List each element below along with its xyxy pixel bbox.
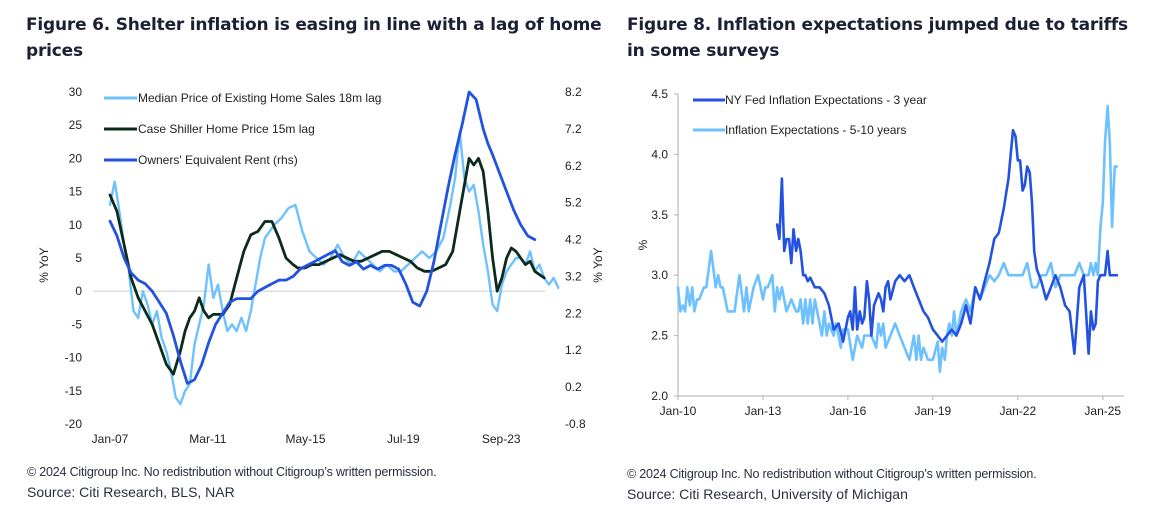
x-tick-label: Jan-25: [1084, 404, 1121, 418]
y-tick-label: 25: [69, 118, 83, 132]
x-tick-label: Jan-22: [999, 404, 1036, 418]
y2-tick-label: 2.2: [565, 306, 582, 320]
y-tick-label: 2.0: [651, 389, 668, 403]
y-tick-label: 3.5: [651, 208, 668, 222]
legend-label: NY Fed Inflation Expectations - 3 year: [725, 93, 927, 107]
x-axis: Jan-07 Mar-11 May-15 Jul-19 Sep-23: [92, 432, 521, 446]
y2-tick-label: 8.2: [565, 85, 582, 99]
y-tick-label: -10: [65, 351, 83, 365]
x-tick-label: Jan-10: [660, 404, 697, 418]
copyright-text: © 2024 Citigroup Inc. No redistribution …: [627, 467, 1037, 481]
x-tick-label: Jul-19: [387, 432, 420, 446]
y-tick-label: 30: [69, 85, 83, 99]
y2-tick-label: 6.2: [565, 159, 582, 173]
y-tick-label: -5: [71, 317, 82, 331]
legend: Median Price of Existing Home Sales 18m …: [104, 91, 381, 167]
x-tick-label: Jan-07: [92, 432, 129, 446]
y2-tick-label: 0.2: [565, 380, 582, 394]
legend-label: Median Price of Existing Home Sales 18m …: [138, 91, 381, 105]
figure-6-title: Figure 6. Shelter inflation is easing in…: [26, 15, 602, 61]
legend: NY Fed Inflation Expectations - 3 year In…: [693, 93, 927, 137]
y-tick-label: 15: [69, 185, 83, 199]
y-axis-label: % YoY: [37, 247, 51, 282]
y-tick-label: -20: [65, 417, 83, 431]
y-tick-label: 4.0: [651, 147, 668, 161]
x-tick-label: Jan-19: [915, 404, 952, 418]
x-axis: Jan-10 Jan-13 Jan-16 Jan-19 Jan-22 Jan-25: [660, 396, 1121, 418]
y-axis: 4.5 4.0 3.5 3.0 2.5 2.0: [651, 87, 678, 403]
x-tick-label: Sep-23: [482, 432, 521, 446]
source-text: Source: Citi Research, University of Mic…: [627, 486, 908, 502]
y-tick-label: 20: [69, 151, 83, 165]
x-tick-label: Mar-11: [189, 432, 226, 446]
y2-tick-label: 4.2: [565, 233, 582, 247]
y-tick-label: 3.0: [651, 268, 668, 282]
y-tick-label: -15: [65, 384, 83, 398]
legend-label: Inflation Expectations - 5-10 years: [725, 123, 906, 137]
x-tick-label: May-15: [285, 432, 325, 446]
series-group: [676, 104, 1119, 374]
y2-tick-label: 1.2: [565, 343, 582, 357]
series-line-median-price-of-existing-home-sales-18m-lag: [108, 130, 560, 406]
y2-tick-label: 3.2: [565, 269, 582, 283]
legend-label: Case Shiller Home Price 15m lag: [138, 122, 315, 136]
source-text: Source: Citi Research, BLS, NAR: [27, 484, 235, 500]
y-tick-label: 4.5: [651, 87, 668, 101]
y-tick-label: 2.5: [651, 329, 668, 343]
figure-6-chart: 30 25 20 15 10 5 0 -5 -10 -15 -20 8.2 7.2 6.2 5.2 4.2 3…: [37, 85, 605, 446]
series-line-inflation-expectations-5-10-years: [676, 104, 1119, 374]
figure-8-title: Figure 8. Inflation expectations jumped …: [627, 15, 1128, 61]
figure-8-footer: © 2024 Citigroup Inc. No redistribution …: [627, 467, 1037, 502]
figure-6-footer: © 2024 Citigroup Inc. No redistribution …: [27, 465, 437, 500]
y2-tick-label: 5.2: [565, 196, 582, 210]
y2-tick-label: -0.8: [565, 417, 586, 431]
series-line-ny-fed-inflation-expectations-3-year: [775, 128, 1119, 356]
right-y-axis: 8.2 7.2 6.2 5.2 4.2 3.2 2.2 1.2 0.2 -0.8: [565, 85, 586, 431]
x-tick-label: Jan-13: [745, 404, 782, 418]
y-tick-label: 5: [75, 251, 82, 265]
y-axis-label: %: [636, 239, 650, 250]
y-tick-label: 0: [75, 284, 82, 298]
y2-axis-label: % YoY: [591, 247, 605, 282]
figure-8-chart: 4.54.03.53.02.52.0 Jan-10 Jan-13 Jan-16 Jan…: [636, 87, 1124, 418]
y-tick-label: 10: [69, 218, 83, 232]
copyright-text: © 2024 Citigroup Inc. No redistribution …: [27, 465, 437, 479]
series-line-owners-equivalent-rent-rhs: [108, 90, 537, 385]
x-tick-label: Jan-16: [830, 404, 867, 418]
series-group: [108, 90, 560, 406]
series-line-case-shiller-home-price-15m-lag: [108, 156, 546, 376]
left-y-axis: 30 25 20 15 10 5 0 -5 -10 -15 -20: [65, 85, 83, 431]
y2-tick-label: 7.2: [565, 122, 582, 136]
legend-label: Owners' Equivalent Rent (rhs): [138, 153, 298, 167]
